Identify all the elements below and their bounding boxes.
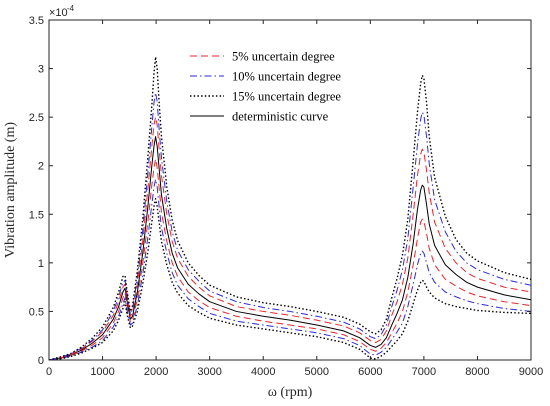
x-tick-label: 0 — [46, 366, 52, 378]
y-tick-label: 2 — [38, 161, 44, 173]
x-axis-ticks: 0 1000 2000 3000 4000 5000 6000 7000 8000 9000 — [46, 20, 543, 378]
legend-item: deterministic curve — [190, 110, 329, 124]
y-tick-label: 3.5 — [29, 15, 44, 27]
legend-item: 5% uncertain degree — [190, 50, 335, 64]
legend-label: 5% uncertain degree — [232, 50, 335, 64]
series-line-2-1 — [49, 116, 531, 360]
y-axis-multiplier: ×10 -4 — [49, 4, 75, 19]
x-tick-label: 4000 — [251, 366, 275, 378]
legend: 5% uncertain degree 10% uncertain degree 1… — [190, 50, 341, 124]
x-tick-label: 6000 — [358, 366, 382, 378]
y-tick-label: 0.5 — [29, 306, 44, 318]
x-tick-label: 7000 — [412, 366, 436, 378]
x-tick-label: 5000 — [305, 366, 329, 378]
x-tick-label: 2000 — [144, 366, 168, 378]
y-tick-label: 2.5 — [29, 112, 44, 124]
series-line-3-2 — [49, 178, 531, 360]
series-layer — [49, 56, 531, 360]
y-tick-label: 1.5 — [29, 209, 44, 221]
x-tick-label: 1000 — [90, 366, 114, 378]
y-multiplier-exponent: -4 — [67, 4, 75, 13]
y-axis-ticks: 0 0.5 1 1.5 2 2.5 3 3.5 — [29, 15, 531, 367]
y-axis-label: Vibration amplitude (m) — [3, 122, 18, 258]
legend-item: 10% uncertain degree — [190, 70, 341, 84]
x-tick-label: 9000 — [519, 366, 543, 378]
x-axis-label: ω (rpm) — [268, 385, 313, 400]
legend-label: 15% uncertain degree — [232, 90, 341, 104]
series-line-4-2 — [49, 198, 531, 360]
plot-area — [48, 19, 532, 361]
x-tick-label: 8000 — [465, 366, 489, 378]
plot-frame — [48, 19, 532, 361]
x-tick-label: 3000 — [197, 366, 221, 378]
legend-label: deterministic curve — [232, 110, 329, 124]
series-line-3-1 — [49, 92, 531, 360]
y-tick-label: 3 — [38, 64, 44, 76]
series-line-1-1 — [49, 136, 531, 360]
legend-label: 10% uncertain degree — [232, 70, 341, 84]
legend-item: 15% uncertain degree — [190, 90, 341, 104]
series-line-2-2 — [49, 158, 531, 360]
y-tick-label: 1 — [38, 258, 44, 270]
y-multiplier-base: ×10 — [49, 7, 68, 19]
y-tick-label: 0 — [38, 355, 44, 367]
